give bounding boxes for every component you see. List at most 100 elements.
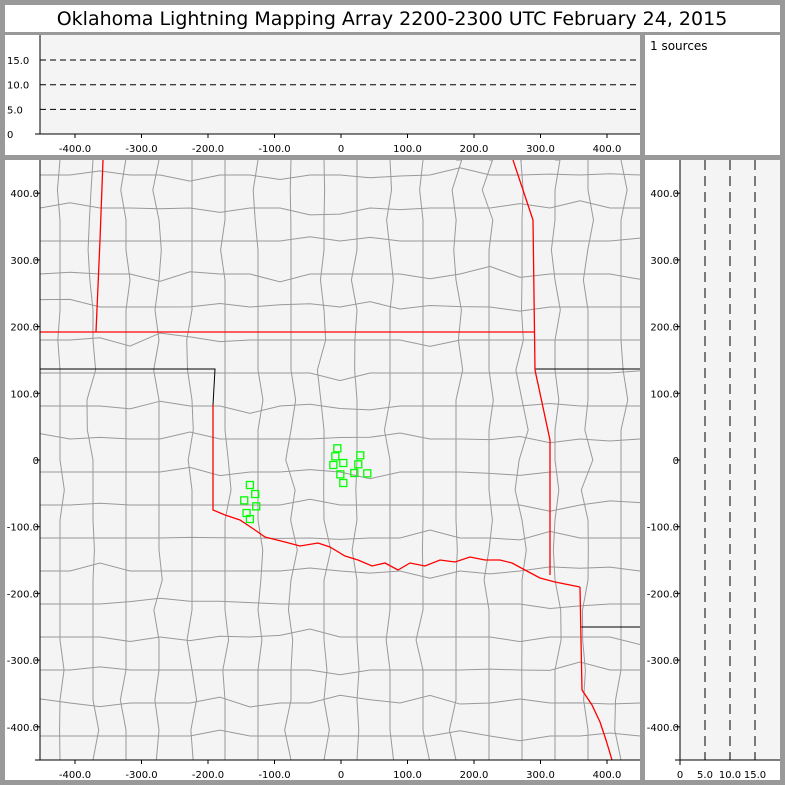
- y-tick-label: -400.0: [647, 723, 679, 734]
- x-tick-label: -200.0: [192, 770, 224, 781]
- county-line: [40, 597, 640, 610]
- y-tick-label: 400.0: [650, 189, 679, 200]
- county-line: [40, 431, 640, 444]
- county-line: [40, 628, 640, 645]
- altitude-axes: 0 5.0 10.0 15.0 -400.0 -300.0 -200.0 -100.0 0 100…: [7, 35, 640, 155]
- county-line: [448, 160, 464, 760]
- y-tick-label: -400.0: [7, 723, 39, 734]
- source-point: [350, 468, 359, 478]
- state-borders-other: [40, 368, 640, 628]
- y-tick-label: -100.0: [647, 523, 679, 534]
- county-line: [40, 370, 640, 382]
- county-line: [40, 265, 640, 283]
- county-line: [316, 160, 332, 760]
- source-point: [356, 451, 365, 460]
- county-line: [40, 298, 640, 312]
- x-tick-label: -100.0: [258, 144, 290, 155]
- county-line: [40, 466, 640, 480]
- y-tick-label: 100.0: [10, 389, 39, 400]
- county-line: [383, 160, 395, 760]
- county-line: [40, 661, 640, 676]
- y-tick-label: -300.0: [7, 656, 39, 667]
- y-tick-label: 100.0: [650, 389, 679, 400]
- county-line: [40, 332, 640, 347]
- county-line: [284, 160, 298, 760]
- y-tick-label: 200.0: [650, 323, 679, 334]
- y-tick-label: 0: [7, 130, 13, 141]
- y-tick-label: 200.0: [10, 323, 39, 334]
- county-line: [40, 167, 640, 182]
- source-point: [339, 478, 348, 488]
- county-line: [252, 160, 264, 760]
- x-tick-label: -200.0: [192, 144, 224, 155]
- y-tick-label: -100.0: [7, 523, 39, 534]
- county-line: [40, 400, 640, 414]
- y-tick-label: -200.0: [7, 589, 39, 600]
- x-tick-label: 300.0: [526, 770, 555, 781]
- county-line: [56, 160, 65, 760]
- x-tick-label: 0: [338, 144, 344, 155]
- x-tick-label: 100.0: [393, 770, 422, 781]
- y-tick-label: 15.0: [7, 56, 29, 67]
- county-line: [514, 160, 529, 760]
- oklahoma-border: [40, 160, 613, 760]
- source-point: [354, 460, 363, 469]
- y-tick-label: -200.0: [647, 589, 679, 600]
- county-line: [40, 236, 640, 242]
- source-point: [252, 502, 261, 511]
- county-line: [40, 529, 640, 541]
- y-tick-label: 400.0: [10, 189, 39, 200]
- source-point: [240, 496, 249, 505]
- y-tick-label: 10.0: [7, 81, 29, 92]
- sources-count: 1 sources: [650, 39, 708, 53]
- county-line: [220, 160, 232, 760]
- x-tick-label: 100.0: [393, 144, 422, 155]
- county-line: [550, 160, 562, 760]
- county-line: [40, 200, 640, 216]
- county-line: [152, 160, 163, 760]
- x-tick-label: -400.0: [59, 770, 91, 781]
- info-panel: [645, 35, 780, 155]
- x-tick-label: 400.0: [593, 770, 622, 781]
- x-tick-label: 15.0: [744, 770, 766, 781]
- source-point: [245, 514, 255, 524]
- source-point: [333, 444, 342, 453]
- county-line: [40, 729, 640, 742]
- x-tick-label: 300.0: [526, 144, 555, 155]
- y-tick-label: 5.0: [7, 105, 23, 116]
- x-tick-label: 400.0: [593, 144, 622, 155]
- y-tick-label: -300.0: [647, 656, 679, 667]
- source-point: [245, 480, 255, 490]
- x-tick-label: -100.0: [258, 770, 290, 781]
- source-point: [336, 470, 345, 479]
- x-tick-label: 0: [338, 770, 344, 781]
- chart-title: Oklahoma Lightning Mapping Array 2200-23…: [57, 8, 728, 30]
- x-tick-label: -300.0: [125, 770, 157, 781]
- y-tick-label: 0: [673, 456, 679, 467]
- county-line: [40, 498, 640, 512]
- x-tick-label: 200.0: [460, 144, 489, 155]
- x-tick-label: -300.0: [125, 144, 157, 155]
- y-tick-label: 300.0: [10, 256, 39, 267]
- county-line: [614, 160, 629, 760]
- county-line: [186, 160, 198, 760]
- county-line: [481, 160, 494, 760]
- county-borders: [40, 160, 640, 760]
- source-point: [339, 458, 348, 468]
- county-line: [40, 562, 640, 579]
- county-line: [119, 160, 131, 760]
- plan-axes: -400.0 -300.0 -200.0 -100.0 0 100.0 200.0 300.0…: [7, 160, 640, 781]
- source-point: [251, 489, 260, 499]
- x-tick-label: 5.0: [697, 770, 713, 781]
- county-line: [40, 694, 640, 708]
- plan-sources: [240, 444, 372, 524]
- y-tick-label: 0: [33, 456, 39, 467]
- title-bar: [5, 5, 780, 32]
- source-point: [363, 469, 372, 478]
- ns-altitude-axes: 400.0 300.0 200.0 100.0 0 -100.0 -200.0 -300.0 -…: [647, 160, 780, 781]
- source-point: [329, 460, 338, 470]
- x-tick-label: 10.0: [719, 770, 741, 781]
- county-line: [580, 160, 595, 760]
- county-line: [86, 160, 100, 760]
